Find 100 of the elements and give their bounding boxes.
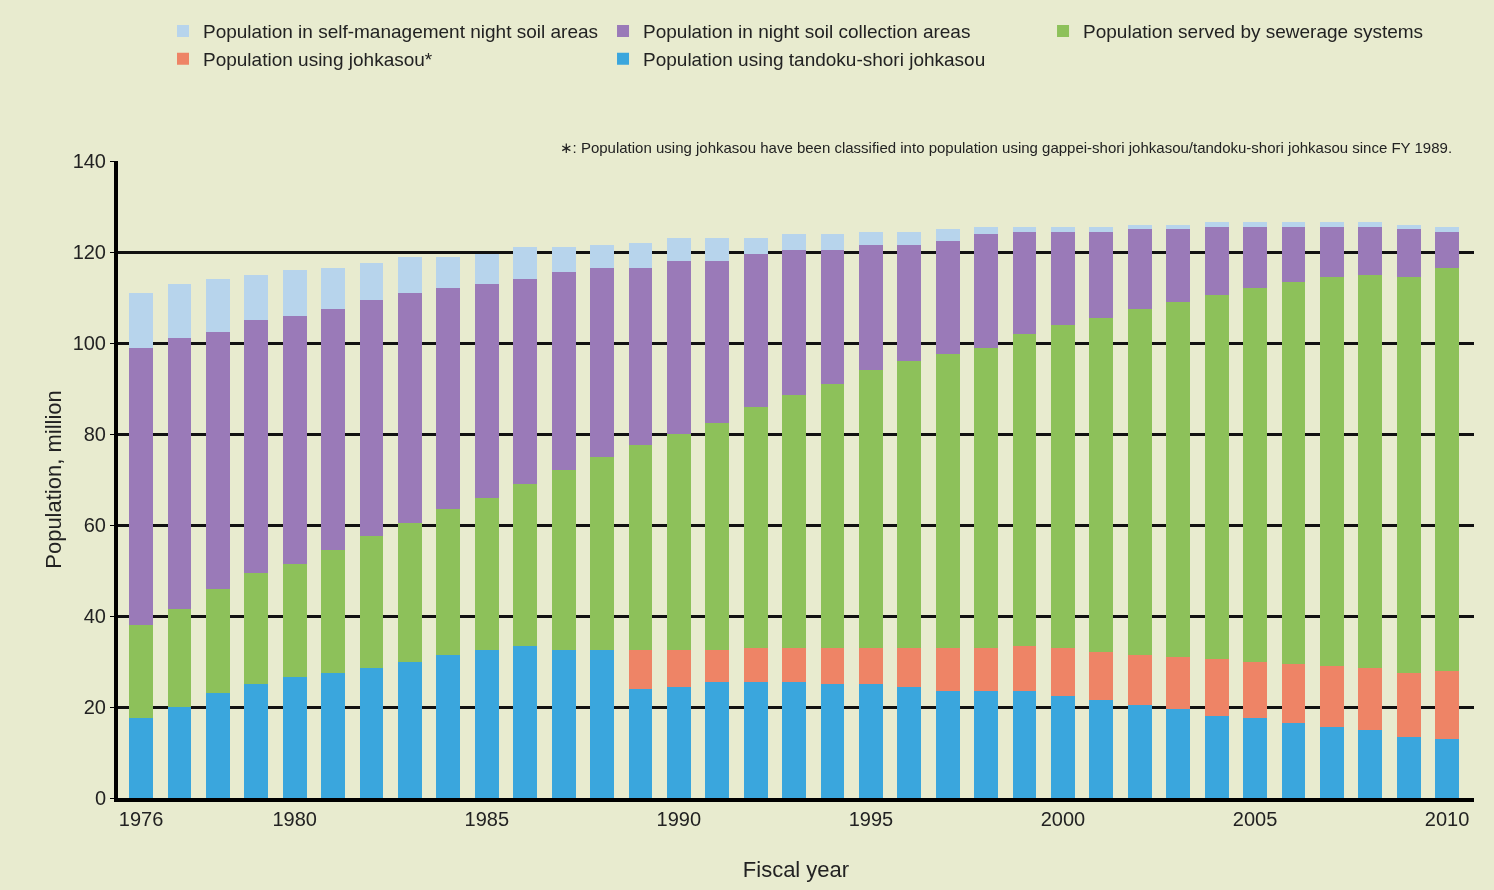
legend-label: Population using tandoku-shori johkasou	[643, 49, 986, 71]
bar	[935, 240, 960, 355]
bar	[1243, 222, 1267, 227]
x-tick-label: 1995	[848, 808, 894, 830]
bar	[628, 445, 653, 651]
bar	[129, 625, 153, 719]
bar	[398, 292, 422, 523]
x-tick-label: 2000	[1040, 808, 1086, 830]
x-tick-label: 1990	[656, 808, 702, 830]
bar	[820, 233, 845, 250]
bar	[398, 256, 422, 293]
bar	[1204, 295, 1229, 660]
bar	[1089, 317, 1114, 653]
bar	[974, 691, 999, 798]
bar	[167, 609, 192, 707]
bar	[974, 233, 999, 348]
bar	[474, 497, 499, 651]
bar	[1051, 231, 1075, 325]
bar	[628, 242, 653, 268]
y-tick-label: 80	[83, 423, 106, 445]
x-tick-label: 1976	[118, 808, 164, 830]
bar	[551, 247, 576, 273]
bar	[897, 231, 922, 246]
bar	[1243, 661, 1267, 719]
y-tick-label: 120	[72, 241, 106, 263]
bar	[474, 283, 499, 498]
bar	[705, 261, 730, 423]
bar	[359, 536, 384, 669]
bar	[244, 684, 269, 798]
bar	[1051, 226, 1075, 232]
bar	[359, 299, 384, 537]
y-axis-title: Population, million	[41, 390, 66, 569]
bar	[590, 245, 614, 268]
bar	[551, 470, 576, 651]
bar	[1051, 695, 1075, 798]
bar	[321, 672, 346, 798]
bar	[859, 231, 883, 246]
text: ∗: Population using johkasou have been classified into population using gappei-shori johkasou/tandoku-shori johkasou since FY 1989.	[560, 139, 1453, 156]
bar	[513, 484, 538, 646]
bar	[974, 647, 999, 692]
bar	[1319, 222, 1344, 227]
bar	[205, 279, 230, 332]
bar	[359, 263, 384, 300]
y-tick-label: 0	[94, 787, 106, 809]
bar	[436, 509, 461, 655]
bar	[282, 563, 307, 678]
bar	[1127, 654, 1152, 705]
bar	[321, 308, 346, 551]
bar	[1358, 729, 1383, 798]
bar	[398, 522, 422, 662]
y-tick-label: 40	[83, 605, 106, 627]
bar	[743, 254, 768, 407]
bar	[167, 283, 192, 339]
bar	[1319, 727, 1344, 798]
bar	[129, 347, 153, 626]
bar	[1319, 226, 1344, 278]
x-tick-label: 1980	[272, 808, 317, 830]
bar	[1358, 222, 1383, 227]
bar	[705, 681, 730, 798]
bar	[205, 693, 230, 798]
bar	[282, 315, 307, 564]
bar	[321, 267, 346, 309]
bar	[1012, 645, 1037, 692]
bar	[782, 249, 806, 396]
y-tick-label: 100	[72, 332, 106, 354]
bar	[1051, 647, 1075, 696]
bar	[436, 288, 461, 510]
y-tick-label: 60	[83, 514, 106, 536]
bar	[1089, 700, 1114, 798]
bar	[1243, 288, 1267, 662]
bar	[1243, 226, 1267, 289]
bar	[1051, 324, 1075, 648]
bar	[820, 684, 845, 798]
bar	[551, 272, 576, 471]
bar	[743, 681, 768, 798]
bar	[513, 279, 538, 485]
bar	[666, 238, 691, 262]
bar	[1089, 226, 1114, 232]
bar	[628, 267, 653, 446]
bar	[513, 247, 538, 280]
x-tick-label: 2010	[1424, 808, 1470, 830]
bar	[359, 668, 384, 798]
bar	[1281, 226, 1306, 282]
bar	[590, 650, 614, 798]
bar	[743, 238, 768, 255]
bar	[1396, 736, 1421, 798]
bar	[1127, 308, 1152, 655]
bar	[782, 233, 806, 250]
bar	[244, 572, 269, 685]
bar	[666, 650, 691, 687]
x-tick-label: 1985	[464, 808, 510, 830]
bar	[1204, 226, 1229, 296]
bar	[1281, 722, 1306, 798]
bar	[1166, 709, 1191, 798]
bar	[474, 650, 499, 798]
bar	[205, 331, 230, 589]
bar	[974, 226, 999, 234]
bar	[1127, 704, 1152, 798]
bar	[1396, 672, 1421, 737]
bar	[129, 292, 153, 348]
